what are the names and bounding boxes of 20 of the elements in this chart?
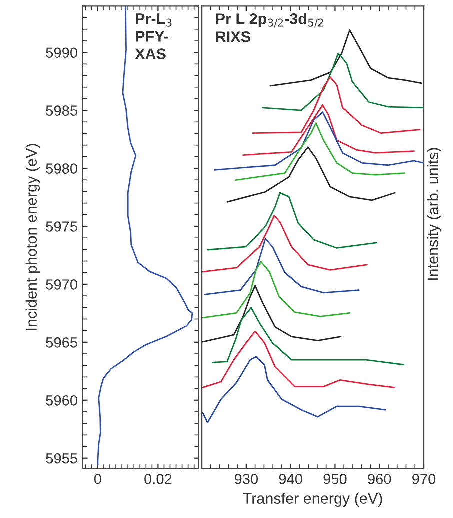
x-tick-label: 970	[412, 474, 436, 484]
y-tick-label: 5955	[46, 453, 78, 464]
x-tick-label: 0.02	[144, 474, 172, 484]
x-axis-title: Transfer energy (eV)	[243, 492, 382, 508]
y-tick-label: 5985	[46, 106, 78, 116]
y2-axis-title: Intensity (arb. units)	[427, 148, 442, 280]
y-tick-label: 5970	[46, 280, 78, 290]
y-tick-label: 5980	[46, 164, 78, 174]
y-tick-label: 5975	[46, 222, 78, 232]
chart-title: Pr L 2p$_{3/2}$-3d$_{5/2}$ RIXS	[216, 13, 324, 42]
x-tick-label: 950	[324, 474, 347, 484]
x-tick-label: 940	[279, 474, 302, 484]
x-tick-label: 930	[234, 474, 258, 484]
x-tick-label: 0	[94, 474, 102, 484]
y-tick-label: 5990	[46, 48, 78, 58]
x-tick-label: 960	[368, 474, 392, 484]
text: Pr-L$_{3}$ PFY- XAS	[135, 14, 172, 60]
y-axis-title: Incident photon energy (eV)	[26, 144, 40, 330]
y-tick-label: 5960	[46, 395, 78, 406]
y-tick-label: 5965	[46, 338, 78, 348]
